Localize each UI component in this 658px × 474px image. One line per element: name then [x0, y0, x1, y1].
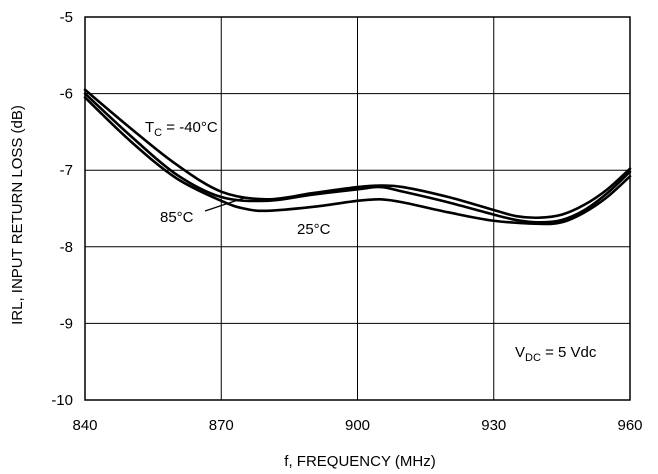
x-tick-label: 960: [617, 417, 642, 434]
vdc-rest: = 5 Vdc: [541, 344, 597, 361]
y-tick-label: -7: [60, 162, 73, 179]
vdc-label: VDC = 5 Vdc: [515, 344, 597, 364]
plot-frame: [84, 16, 631, 401]
label-85c-leader: [204, 197, 245, 212]
series-line-0: [83, 88, 632, 220]
label-85c: 85°C: [160, 209, 194, 226]
data-curves: [83, 88, 632, 226]
y-tick-label: -10: [51, 392, 73, 409]
x-tick-label: 900: [345, 417, 370, 434]
x-axis-title: f, FREQUENCY (MHz): [284, 453, 435, 470]
tc-main: T: [145, 119, 154, 136]
x-tick-label: 840: [72, 417, 97, 434]
tc-subscript: C: [154, 127, 162, 139]
vdc-subscript: DC: [525, 352, 541, 364]
x-tick-labels: 840 870 900 930 960: [72, 417, 642, 434]
y-axis-title: IRL, INPUT RETURN LOSS (dB): [9, 105, 26, 325]
x-tick-label: 930: [481, 417, 506, 434]
label-25c: 25°C: [297, 221, 331, 238]
y-tick-label: -6: [60, 86, 73, 103]
y-tick-label: -9: [60, 315, 73, 332]
series-line-2: [83, 92, 632, 224]
y-tick-label: -8: [60, 239, 73, 256]
tc-minus40-label: TC = -40°C: [145, 119, 218, 139]
y-tick-labels: -5 -6 -7 -8 -9 -10: [51, 9, 73, 409]
vdc-main: V: [515, 344, 525, 361]
tc-rest: = -40°C: [162, 119, 218, 136]
series-line-1: [83, 96, 632, 226]
y-tick-label: -5: [60, 9, 73, 26]
x-tick-label: 870: [209, 417, 234, 434]
